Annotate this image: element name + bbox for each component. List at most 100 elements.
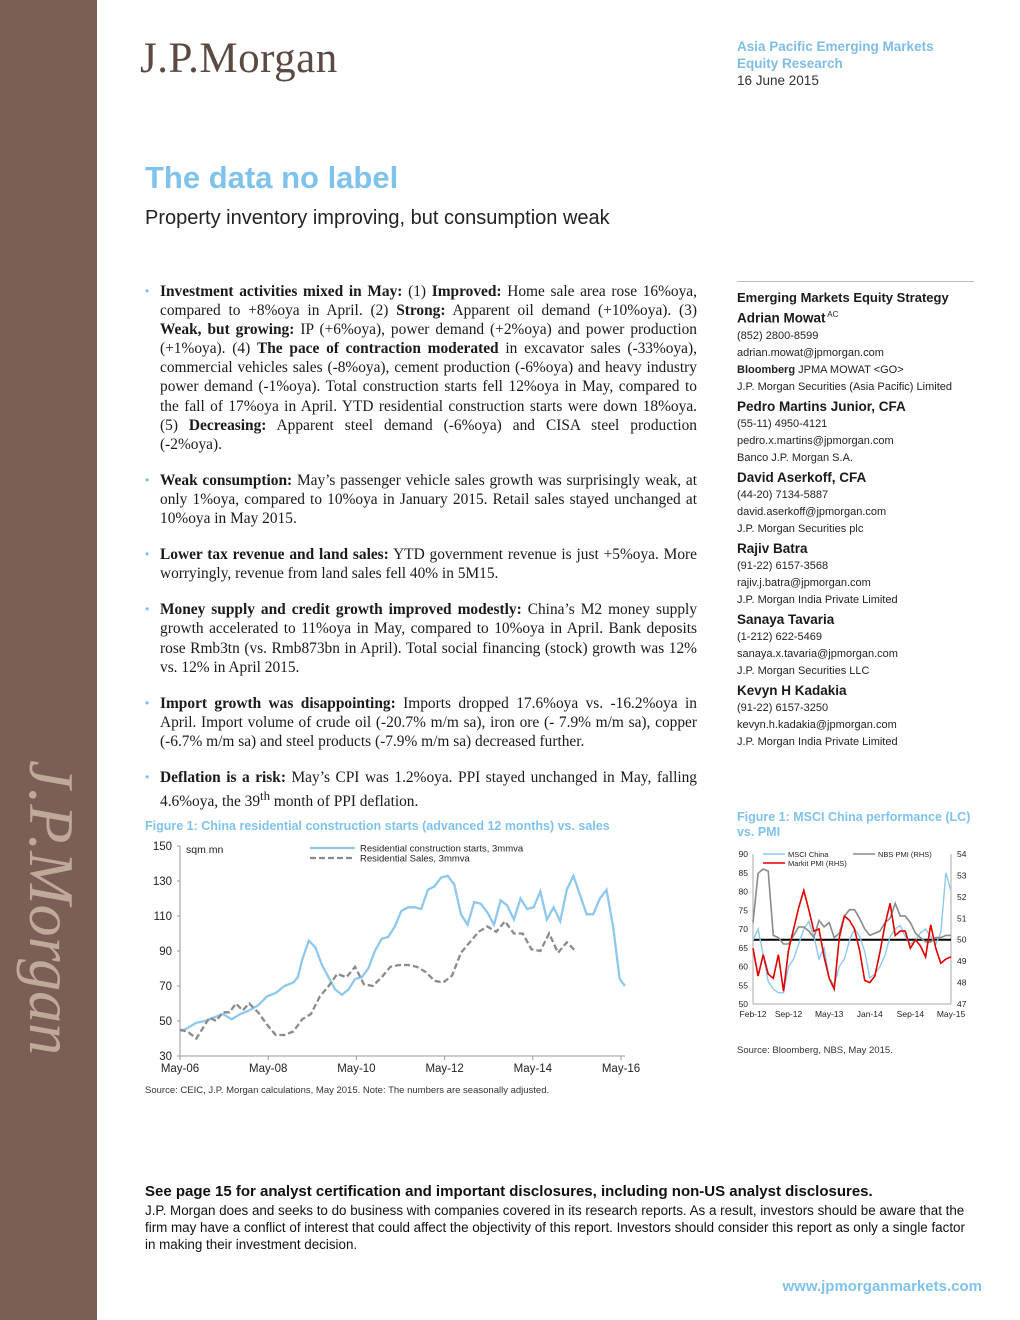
analyst-firm: J.P. Morgan India Private Limited	[737, 593, 898, 606]
figure-1-title: Figure 1: China residential construction…	[145, 819, 610, 833]
y-axis-label: sqm mn	[186, 844, 224, 856]
x-tick-label: May-14	[514, 1063, 553, 1075]
y-tick-label: 150	[153, 841, 172, 853]
left-tick-label: 70	[739, 924, 749, 934]
analyst-name: Adrian Mowat AC	[737, 310, 839, 326]
x-tick-label: Sep-12	[775, 1009, 803, 1019]
analyst-email[interactable]: david.aserkoff@jpmorgan.com	[737, 505, 887, 518]
figure-1-source: Source: CEIC, J.P. Morgan calculations, …	[145, 1085, 550, 1096]
key-point-2: Weak consumption: May’s passenger vehicl…	[145, 471, 697, 528]
analyst-panel: Emerging Markets Equity Strategy Adrian …	[737, 281, 974, 753]
analyst-phone: (55-11) 4950-4121	[737, 417, 828, 430]
legend-label: NBS PMI (RHS)	[878, 850, 932, 859]
figure-2-title: Figure 1: MSCI China performance (LC) vs…	[737, 810, 971, 839]
side-band	[0, 0, 97, 1320]
analyst-email[interactable]: sanaya.x.tavaria@jpmorgan.com	[737, 647, 898, 660]
analyst-list: Adrian Mowat AC (852) 2800-8599 adrian.mow…	[737, 310, 974, 751]
right-tick-label: 54	[957, 849, 967, 859]
left-tick-label: 80	[739, 887, 749, 897]
analyst-bloomberg: Bloomberg JPMA MOWAT <GO>	[737, 363, 904, 376]
y-tick-label: 130	[153, 876, 172, 888]
analyst-firm: J.P. Morgan India Private Limited	[737, 735, 898, 748]
analyst-phone: (91-22) 6157-3568	[737, 559, 829, 572]
disclosure-heading: See page 15 for analyst certification an…	[145, 1183, 873, 1200]
x-tick-label: May-06	[161, 1063, 199, 1075]
msci-vs-pmi-chart: 50 55 60 65 70 75 80 85 90 47 48 49 50 51 52 53 54 Feb-12…	[739, 849, 967, 1019]
analyst-name: Kevyn H Kadakia	[737, 682, 847, 698]
right-tick-label: 53	[957, 870, 967, 880]
x-tick-label: May-12	[425, 1063, 463, 1075]
key-point-5: Import growth was disappointing: Imports…	[145, 694, 697, 751]
analyst-email[interactable]: rajiv.j.batra@jpmorgan.com	[737, 576, 871, 589]
markit-pmi-line	[752, 887, 952, 992]
left-tick-label: 85	[739, 868, 749, 878]
analyst-firm: J.P. Morgan Securities (Asia Pacific) Li…	[737, 380, 952, 393]
report-date: 16 June 2015	[737, 73, 819, 88]
analyst-email[interactable]: pedro.x.martins@jpmorgan.com	[737, 434, 894, 447]
analyst-phone: (91-22) 6157-3250	[737, 701, 829, 714]
y-tick-label: 30	[159, 1051, 172, 1063]
report-title: The data no label	[145, 160, 399, 195]
x-tick-label: May-15	[937, 1009, 966, 1019]
analyst-card: Sanaya Tavaria (1-212) 622-5469 sanaya.x.t…	[737, 612, 974, 680]
right-tick-label: 49	[957, 956, 967, 966]
analyst-firm: J.P. Morgan Securities plc	[737, 522, 864, 535]
left-tick-label: 60	[739, 962, 749, 972]
report-header: Asia Pacific Emerging Markets Equity Res…	[737, 38, 934, 89]
region-label: Asia Pacific Emerging Markets	[737, 39, 934, 54]
construction-starts-line	[179, 872, 626, 1033]
x-tick-label: Sep-14	[897, 1009, 925, 1019]
analyst-firm: Banco J.P. Morgan S.A.	[737, 451, 853, 464]
key-point-6: Deflation is a risk: May’s CPI was 1.2%o…	[145, 768, 697, 811]
y-tick-label: 50	[159, 1016, 172, 1028]
right-tick-label: 52	[957, 892, 967, 902]
left-tick-label: 75	[739, 905, 749, 915]
team-name: Emerging Markets Equity Strategy	[737, 290, 949, 305]
side-watermark-logo: J.P.Morgan	[16, 760, 87, 1056]
right-tick-label: 51	[957, 913, 967, 923]
key-points-list: Investment activities mixed in May: (1) …	[145, 282, 697, 828]
x-tick-label: Jan-14	[857, 1009, 883, 1019]
y-tick-label: 110	[154, 911, 172, 923]
analyst-phone: (44-20) 7134-5887	[737, 488, 829, 501]
analyst-card: Kevyn H Kadakia (91-22) 6157-3250 kevyn.h.…	[737, 683, 974, 751]
analyst-card: Pedro Martins Junior, CFA (55-11) 4950-41…	[737, 399, 974, 467]
dept-label: Equity Research	[737, 56, 843, 71]
construction-vs-sales-chart: 30 50 70 90 110 130 150 May-06 May-08 May-10 May-1…	[153, 841, 640, 1075]
right-tick-label: 47	[957, 999, 967, 1009]
x-tick-label: May-08	[249, 1063, 287, 1075]
key-point-1: Investment activities mixed in May: (1) …	[145, 282, 697, 454]
msci-china-line	[752, 872, 952, 994]
right-tick-label: 48	[957, 978, 967, 988]
legend-label: Residential Sales, 3mmva	[360, 854, 471, 865]
left-tick-label: 50	[739, 999, 749, 1009]
analyst-phone: (852) 2800-8599	[737, 329, 819, 342]
y-tick-label: 70	[159, 981, 172, 993]
website-link[interactable]: www.jpmorganmarkets.com	[782, 1278, 983, 1295]
right-tick-label: 50	[957, 935, 967, 945]
legend-label: Residential construction starts, 3mmva	[360, 844, 524, 855]
left-tick-label: 65	[739, 943, 749, 953]
nbs-pmi-line	[752, 868, 951, 945]
sales-line	[179, 919, 577, 1041]
disclosure-text: J.P. Morgan does and seeks to do busines…	[145, 1203, 965, 1252]
left-tick-label: 55	[739, 980, 749, 990]
analyst-email[interactable]: kevyn.h.kadakia@jpmorgan.com	[737, 718, 897, 731]
x-tick-label: Feb-12	[740, 1009, 767, 1019]
legend-label: MSCI China	[788, 850, 829, 859]
report-subtitle: Property inventory improving, but consum…	[145, 207, 610, 229]
legend-label: Markit PMI (RHS)	[788, 859, 847, 868]
analyst-phone: (1-212) 622-5469	[737, 630, 823, 643]
analyst-email[interactable]: adrian.mowat@jpmorgan.com	[737, 346, 884, 359]
jpmorgan-logo: J.P.Morgan	[140, 35, 338, 82]
analyst-name: Pedro Martins Junior, CFA	[737, 398, 906, 414]
analyst-firm: J.P. Morgan Securities LLC	[737, 664, 870, 677]
analyst-card: Rajiv Batra (91-22) 6157-3568 rajiv.j.batr…	[737, 541, 974, 609]
x-tick-label: May-10	[337, 1063, 375, 1075]
analyst-name: Rajiv Batra	[737, 540, 808, 556]
x-tick-label: May-13	[815, 1009, 844, 1019]
analyst-card: David Aserkoff, CFA (44-20) 7134-5887 davi…	[737, 470, 974, 538]
key-point-3: Lower tax revenue and land sales: YTD go…	[145, 545, 697, 583]
analyst-name: Sanaya Tavaria	[737, 611, 835, 627]
left-tick-label: 90	[739, 849, 749, 859]
